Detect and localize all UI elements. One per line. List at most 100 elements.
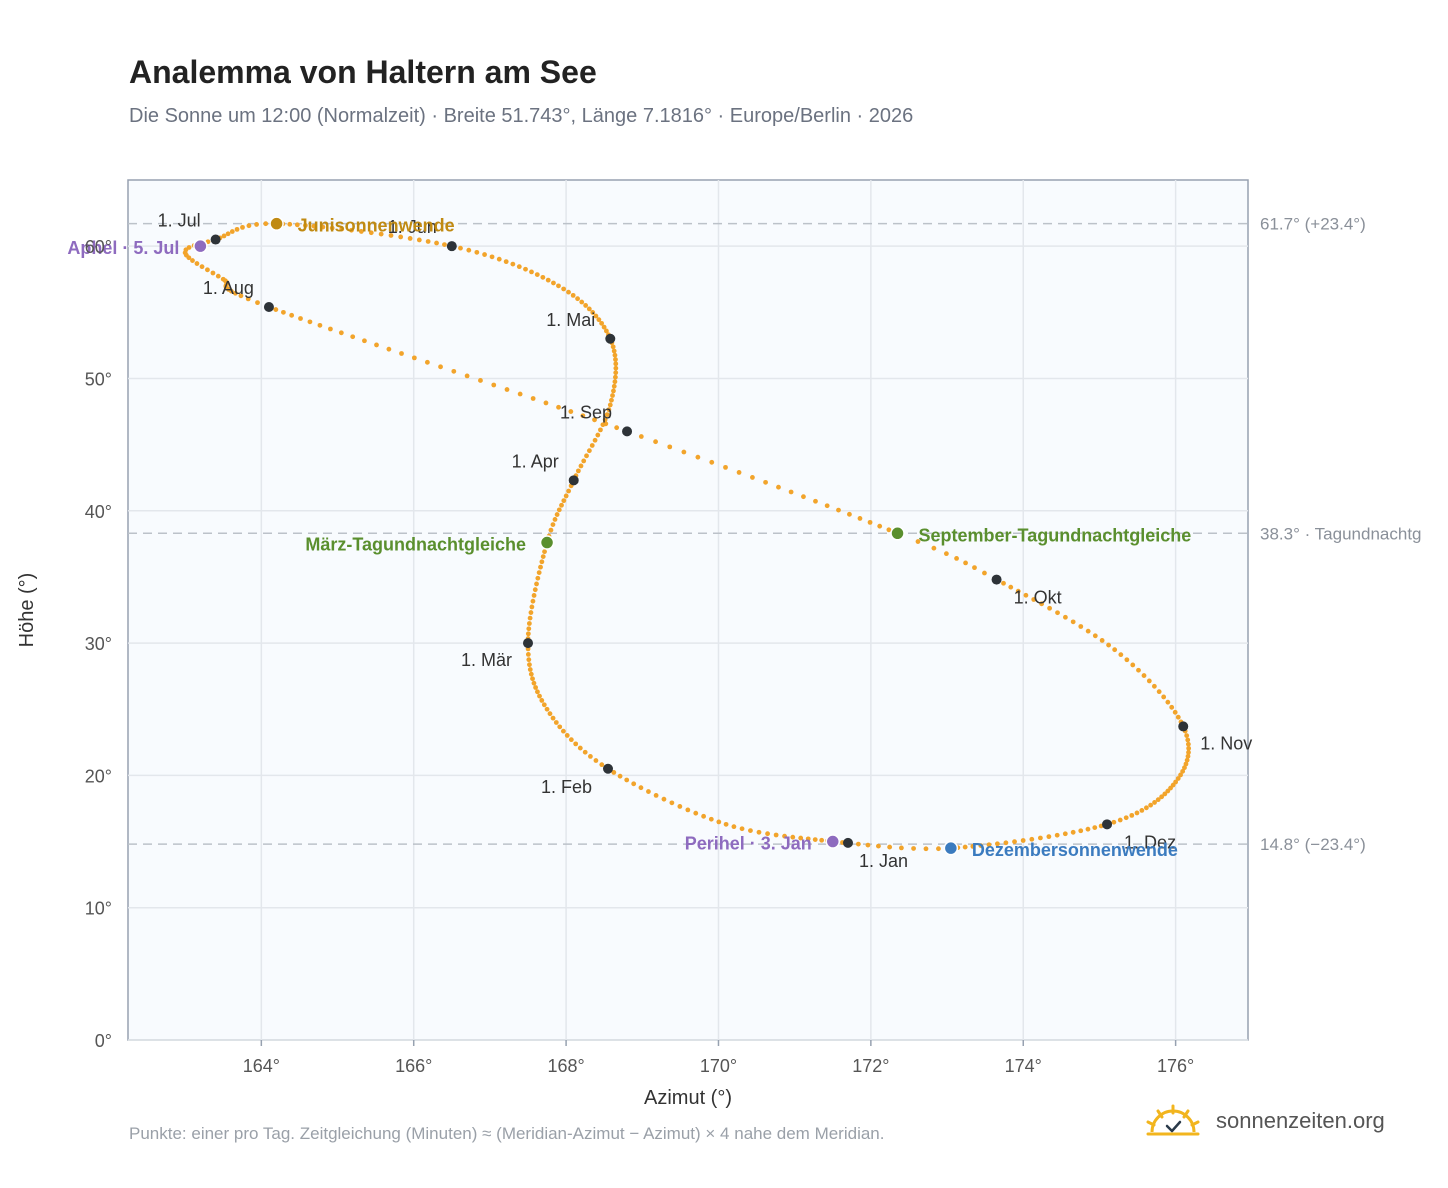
day-point [540, 274, 546, 280]
day-point [931, 545, 937, 551]
day-point [1015, 588, 1021, 594]
day-point [525, 631, 531, 637]
day-point [943, 551, 949, 557]
day-point [531, 593, 537, 598]
day-point [225, 231, 231, 237]
day-point [1020, 838, 1026, 843]
y-tick-label: 20° [85, 766, 112, 786]
month-point [605, 333, 616, 344]
month-label: 1. Aug [203, 278, 254, 298]
day-point [526, 626, 532, 632]
day-point [289, 312, 295, 318]
day-point [788, 489, 794, 495]
day-point [612, 379, 618, 385]
day-point [1029, 836, 1035, 842]
day-point [599, 762, 605, 768]
day-point [298, 316, 303, 321]
day-point [281, 309, 286, 315]
day-point [538, 564, 543, 570]
day-point [653, 439, 658, 445]
plot-area [127, 179, 1249, 1041]
day-point [653, 792, 659, 798]
day-point [611, 383, 617, 389]
day-point [580, 413, 586, 419]
y-tick-label: 10° [85, 899, 112, 919]
reference-line-label: 14.8° (−23.4°) [1260, 835, 1366, 854]
day-point [613, 361, 619, 367]
event-label: Aphel · 5. Jul [67, 238, 179, 258]
day-point [464, 373, 470, 379]
day-point [307, 319, 313, 325]
day-point [1123, 815, 1129, 821]
day-point [398, 234, 404, 240]
day-point [358, 229, 364, 234]
day-point [1185, 741, 1191, 747]
day-point [612, 352, 618, 358]
day-point [1003, 840, 1009, 846]
day-point [551, 280, 556, 286]
day-point [542, 549, 547, 555]
day-point [466, 247, 472, 253]
day-point [186, 255, 192, 261]
day-point [550, 522, 556, 527]
brand[interactable]: sonnenzeiten.org [1146, 1104, 1385, 1138]
day-point [677, 804, 683, 809]
month-point [843, 837, 853, 848]
event-point [539, 535, 555, 550]
day-point [1092, 633, 1098, 639]
month-point [622, 426, 633, 437]
day-point [669, 800, 675, 806]
day-point [529, 269, 534, 275]
day-point [899, 845, 904, 851]
day-point [548, 527, 554, 533]
month-label: 1. Okt [1014, 588, 1062, 608]
day-point [482, 252, 487, 257]
day-point [876, 843, 881, 849]
day-point [583, 303, 589, 308]
day-point [229, 229, 235, 234]
day-point [1185, 737, 1191, 743]
day-point [593, 758, 599, 763]
day-point [1063, 614, 1068, 620]
day-point [535, 575, 541, 581]
day-point [561, 498, 567, 504]
month-label: 1. Sep [560, 402, 612, 422]
day-point [504, 387, 510, 392]
day-point [577, 745, 583, 751]
day-point [536, 570, 542, 576]
day-point [526, 657, 532, 663]
day-point [695, 454, 701, 460]
day-point [723, 464, 728, 470]
day-point [1172, 709, 1178, 715]
day-point [540, 554, 546, 560]
day-point [855, 841, 861, 847]
day-point [273, 307, 279, 312]
day-point [607, 402, 613, 408]
day-point [1141, 673, 1147, 678]
day-point [533, 685, 538, 690]
day-point [599, 320, 605, 326]
day-point [543, 400, 549, 406]
day-point [451, 368, 457, 374]
day-point [592, 437, 598, 443]
day-point [556, 283, 561, 289]
day-point [255, 300, 260, 306]
day-point [588, 753, 593, 759]
day-point [1070, 829, 1076, 835]
day-point [425, 239, 431, 244]
chart-title: Analemma von Haltern am See [129, 54, 597, 90]
day-point [526, 621, 532, 626]
day-point [575, 468, 581, 474]
day-point [614, 425, 620, 431]
day-point [1092, 825, 1098, 831]
day-point [458, 245, 463, 251]
event-point [193, 238, 208, 254]
day-point [756, 829, 762, 835]
day-point [638, 434, 644, 439]
day-point [531, 680, 537, 686]
day-point [603, 328, 609, 334]
sun-logo-icon [1146, 1104, 1200, 1136]
month-label: 1. Mär [461, 650, 512, 670]
day-point [263, 221, 269, 227]
